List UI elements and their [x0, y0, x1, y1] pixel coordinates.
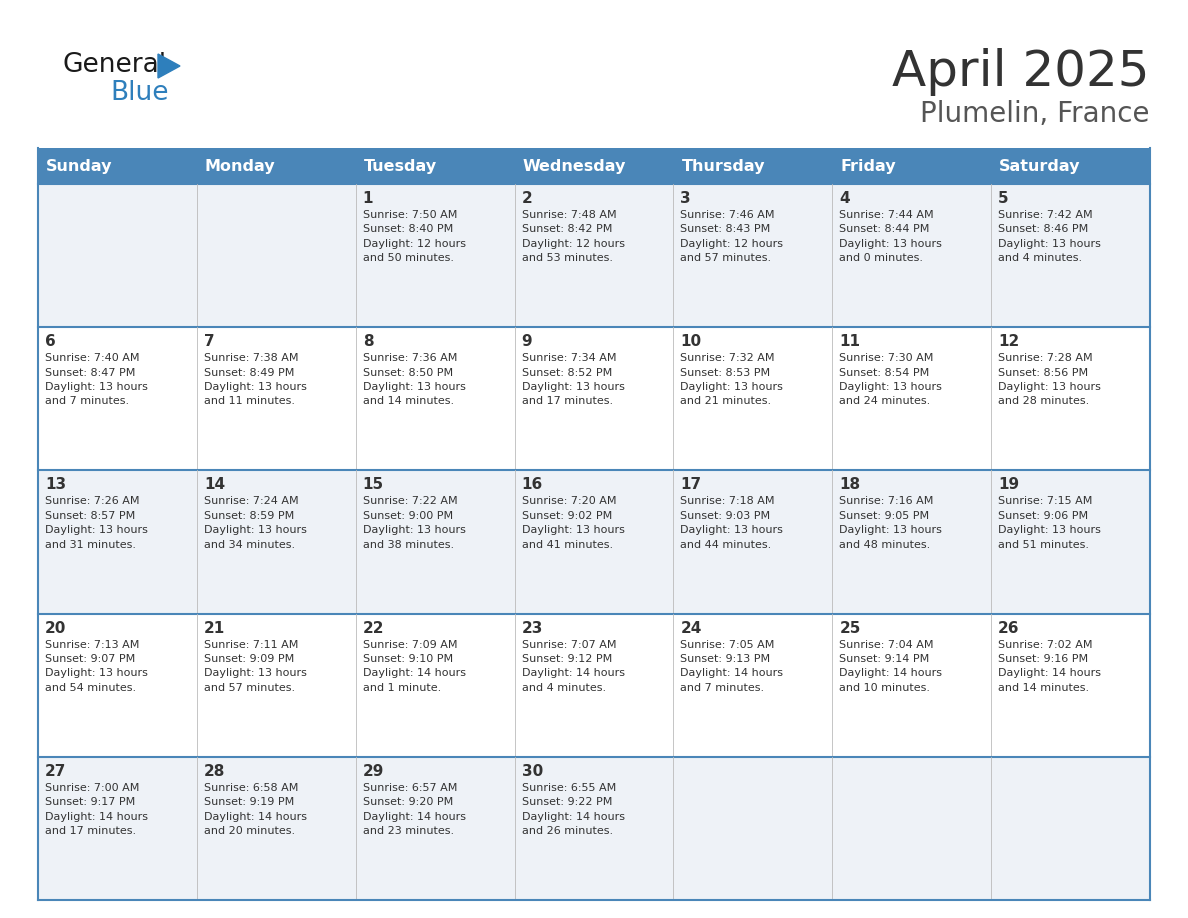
Text: 21: 21	[204, 621, 225, 635]
Text: Sunrise: 7:36 AM
Sunset: 8:50 PM
Daylight: 13 hours
and 14 minutes.: Sunrise: 7:36 AM Sunset: 8:50 PM Dayligh…	[362, 353, 466, 407]
Text: 29: 29	[362, 764, 384, 778]
Text: 25: 25	[839, 621, 860, 635]
Text: Sunrise: 7:46 AM
Sunset: 8:43 PM
Daylight: 12 hours
and 57 minutes.: Sunrise: 7:46 AM Sunset: 8:43 PM Dayligh…	[681, 210, 783, 263]
Text: Sunrise: 7:13 AM
Sunset: 9:07 PM
Daylight: 13 hours
and 54 minutes.: Sunrise: 7:13 AM Sunset: 9:07 PM Dayligh…	[45, 640, 147, 693]
Text: 30: 30	[522, 764, 543, 778]
Text: Sunrise: 7:30 AM
Sunset: 8:54 PM
Daylight: 13 hours
and 24 minutes.: Sunrise: 7:30 AM Sunset: 8:54 PM Dayligh…	[839, 353, 942, 407]
Text: 28: 28	[204, 764, 226, 778]
Text: 15: 15	[362, 477, 384, 492]
Text: Sunrise: 7:40 AM
Sunset: 8:47 PM
Daylight: 13 hours
and 7 minutes.: Sunrise: 7:40 AM Sunset: 8:47 PM Dayligh…	[45, 353, 147, 407]
Text: Sunrise: 7:15 AM
Sunset: 9:06 PM
Daylight: 13 hours
and 51 minutes.: Sunrise: 7:15 AM Sunset: 9:06 PM Dayligh…	[998, 497, 1101, 550]
Text: 4: 4	[839, 191, 849, 206]
Text: 7: 7	[204, 334, 215, 349]
Text: 11: 11	[839, 334, 860, 349]
Bar	[38, 184, 1150, 327]
Text: Sunrise: 7:32 AM
Sunset: 8:53 PM
Daylight: 13 hours
and 21 minutes.: Sunrise: 7:32 AM Sunset: 8:53 PM Dayligh…	[681, 353, 783, 407]
Text: Sunrise: 7:34 AM
Sunset: 8:52 PM
Daylight: 13 hours
and 17 minutes.: Sunrise: 7:34 AM Sunset: 8:52 PM Dayligh…	[522, 353, 625, 407]
Text: 19: 19	[998, 477, 1019, 492]
Text: Sunrise: 7:02 AM
Sunset: 9:16 PM
Daylight: 14 hours
and 14 minutes.: Sunrise: 7:02 AM Sunset: 9:16 PM Dayligh…	[998, 640, 1101, 693]
Text: 5: 5	[998, 191, 1009, 206]
Text: Sunrise: 6:58 AM
Sunset: 9:19 PM
Daylight: 14 hours
and 20 minutes.: Sunrise: 6:58 AM Sunset: 9:19 PM Dayligh…	[204, 783, 307, 836]
Text: Sunrise: 7:28 AM
Sunset: 8:56 PM
Daylight: 13 hours
and 28 minutes.: Sunrise: 7:28 AM Sunset: 8:56 PM Dayligh…	[998, 353, 1101, 407]
Text: 14: 14	[204, 477, 225, 492]
Text: Saturday: Saturday	[999, 159, 1081, 174]
Text: 27: 27	[45, 764, 67, 778]
Text: 22: 22	[362, 621, 384, 635]
Text: Sunrise: 7:04 AM
Sunset: 9:14 PM
Daylight: 14 hours
and 10 minutes.: Sunrise: 7:04 AM Sunset: 9:14 PM Dayligh…	[839, 640, 942, 693]
Text: Sunrise: 7:22 AM
Sunset: 9:00 PM
Daylight: 13 hours
and 38 minutes.: Sunrise: 7:22 AM Sunset: 9:00 PM Dayligh…	[362, 497, 466, 550]
Text: 24: 24	[681, 621, 702, 635]
Bar	[38, 613, 1150, 756]
Text: 13: 13	[45, 477, 67, 492]
Text: Sunrise: 7:11 AM
Sunset: 9:09 PM
Daylight: 13 hours
and 57 minutes.: Sunrise: 7:11 AM Sunset: 9:09 PM Dayligh…	[204, 640, 307, 693]
Text: 16: 16	[522, 477, 543, 492]
Text: Friday: Friday	[840, 159, 896, 174]
Text: Sunrise: 7:26 AM
Sunset: 8:57 PM
Daylight: 13 hours
and 31 minutes.: Sunrise: 7:26 AM Sunset: 8:57 PM Dayligh…	[45, 497, 147, 550]
Text: Sunrise: 7:50 AM
Sunset: 8:40 PM
Daylight: 12 hours
and 50 minutes.: Sunrise: 7:50 AM Sunset: 8:40 PM Dayligh…	[362, 210, 466, 263]
Text: April 2025: April 2025	[892, 48, 1150, 96]
Text: 10: 10	[681, 334, 702, 349]
Bar	[38, 148, 1150, 184]
Text: 6: 6	[45, 334, 56, 349]
Text: Sunrise: 7:05 AM
Sunset: 9:13 PM
Daylight: 14 hours
and 7 minutes.: Sunrise: 7:05 AM Sunset: 9:13 PM Dayligh…	[681, 640, 783, 693]
Polygon shape	[158, 54, 181, 78]
Text: Plumelin, France: Plumelin, France	[921, 100, 1150, 128]
Bar	[38, 470, 1150, 613]
Text: Sunrise: 6:57 AM
Sunset: 9:20 PM
Daylight: 14 hours
and 23 minutes.: Sunrise: 6:57 AM Sunset: 9:20 PM Dayligh…	[362, 783, 466, 836]
Text: Sunrise: 6:55 AM
Sunset: 9:22 PM
Daylight: 14 hours
and 26 minutes.: Sunrise: 6:55 AM Sunset: 9:22 PM Dayligh…	[522, 783, 625, 836]
Text: Sunrise: 7:44 AM
Sunset: 8:44 PM
Daylight: 13 hours
and 0 minutes.: Sunrise: 7:44 AM Sunset: 8:44 PM Dayligh…	[839, 210, 942, 263]
Text: Sunrise: 7:48 AM
Sunset: 8:42 PM
Daylight: 12 hours
and 53 minutes.: Sunrise: 7:48 AM Sunset: 8:42 PM Dayligh…	[522, 210, 625, 263]
Text: Sunrise: 7:18 AM
Sunset: 9:03 PM
Daylight: 13 hours
and 44 minutes.: Sunrise: 7:18 AM Sunset: 9:03 PM Dayligh…	[681, 497, 783, 550]
Text: Sunday: Sunday	[46, 159, 113, 174]
Text: Sunrise: 7:09 AM
Sunset: 9:10 PM
Daylight: 14 hours
and 1 minute.: Sunrise: 7:09 AM Sunset: 9:10 PM Dayligh…	[362, 640, 466, 693]
Text: 18: 18	[839, 477, 860, 492]
Text: 26: 26	[998, 621, 1019, 635]
Text: Sunrise: 7:24 AM
Sunset: 8:59 PM
Daylight: 13 hours
and 34 minutes.: Sunrise: 7:24 AM Sunset: 8:59 PM Dayligh…	[204, 497, 307, 550]
Text: Thursday: Thursday	[682, 159, 765, 174]
Text: General: General	[62, 52, 166, 78]
Text: Sunrise: 7:38 AM
Sunset: 8:49 PM
Daylight: 13 hours
and 11 minutes.: Sunrise: 7:38 AM Sunset: 8:49 PM Dayligh…	[204, 353, 307, 407]
Text: 12: 12	[998, 334, 1019, 349]
Text: 9: 9	[522, 334, 532, 349]
Text: Monday: Monday	[204, 159, 276, 174]
Text: 17: 17	[681, 477, 702, 492]
Text: Sunrise: 7:42 AM
Sunset: 8:46 PM
Daylight: 13 hours
and 4 minutes.: Sunrise: 7:42 AM Sunset: 8:46 PM Dayligh…	[998, 210, 1101, 263]
Text: 1: 1	[362, 191, 373, 206]
Text: Wednesday: Wednesday	[523, 159, 626, 174]
Text: Tuesday: Tuesday	[364, 159, 437, 174]
Text: 3: 3	[681, 191, 691, 206]
Text: Blue: Blue	[110, 80, 169, 106]
Text: 23: 23	[522, 621, 543, 635]
Text: 20: 20	[45, 621, 67, 635]
Bar	[38, 327, 1150, 470]
Bar	[38, 756, 1150, 900]
Text: Sunrise: 7:20 AM
Sunset: 9:02 PM
Daylight: 13 hours
and 41 minutes.: Sunrise: 7:20 AM Sunset: 9:02 PM Dayligh…	[522, 497, 625, 550]
Text: Sunrise: 7:07 AM
Sunset: 9:12 PM
Daylight: 14 hours
and 4 minutes.: Sunrise: 7:07 AM Sunset: 9:12 PM Dayligh…	[522, 640, 625, 693]
Text: 8: 8	[362, 334, 373, 349]
Text: Sunrise: 7:16 AM
Sunset: 9:05 PM
Daylight: 13 hours
and 48 minutes.: Sunrise: 7:16 AM Sunset: 9:05 PM Dayligh…	[839, 497, 942, 550]
Text: 2: 2	[522, 191, 532, 206]
Text: Sunrise: 7:00 AM
Sunset: 9:17 PM
Daylight: 14 hours
and 17 minutes.: Sunrise: 7:00 AM Sunset: 9:17 PM Dayligh…	[45, 783, 148, 836]
